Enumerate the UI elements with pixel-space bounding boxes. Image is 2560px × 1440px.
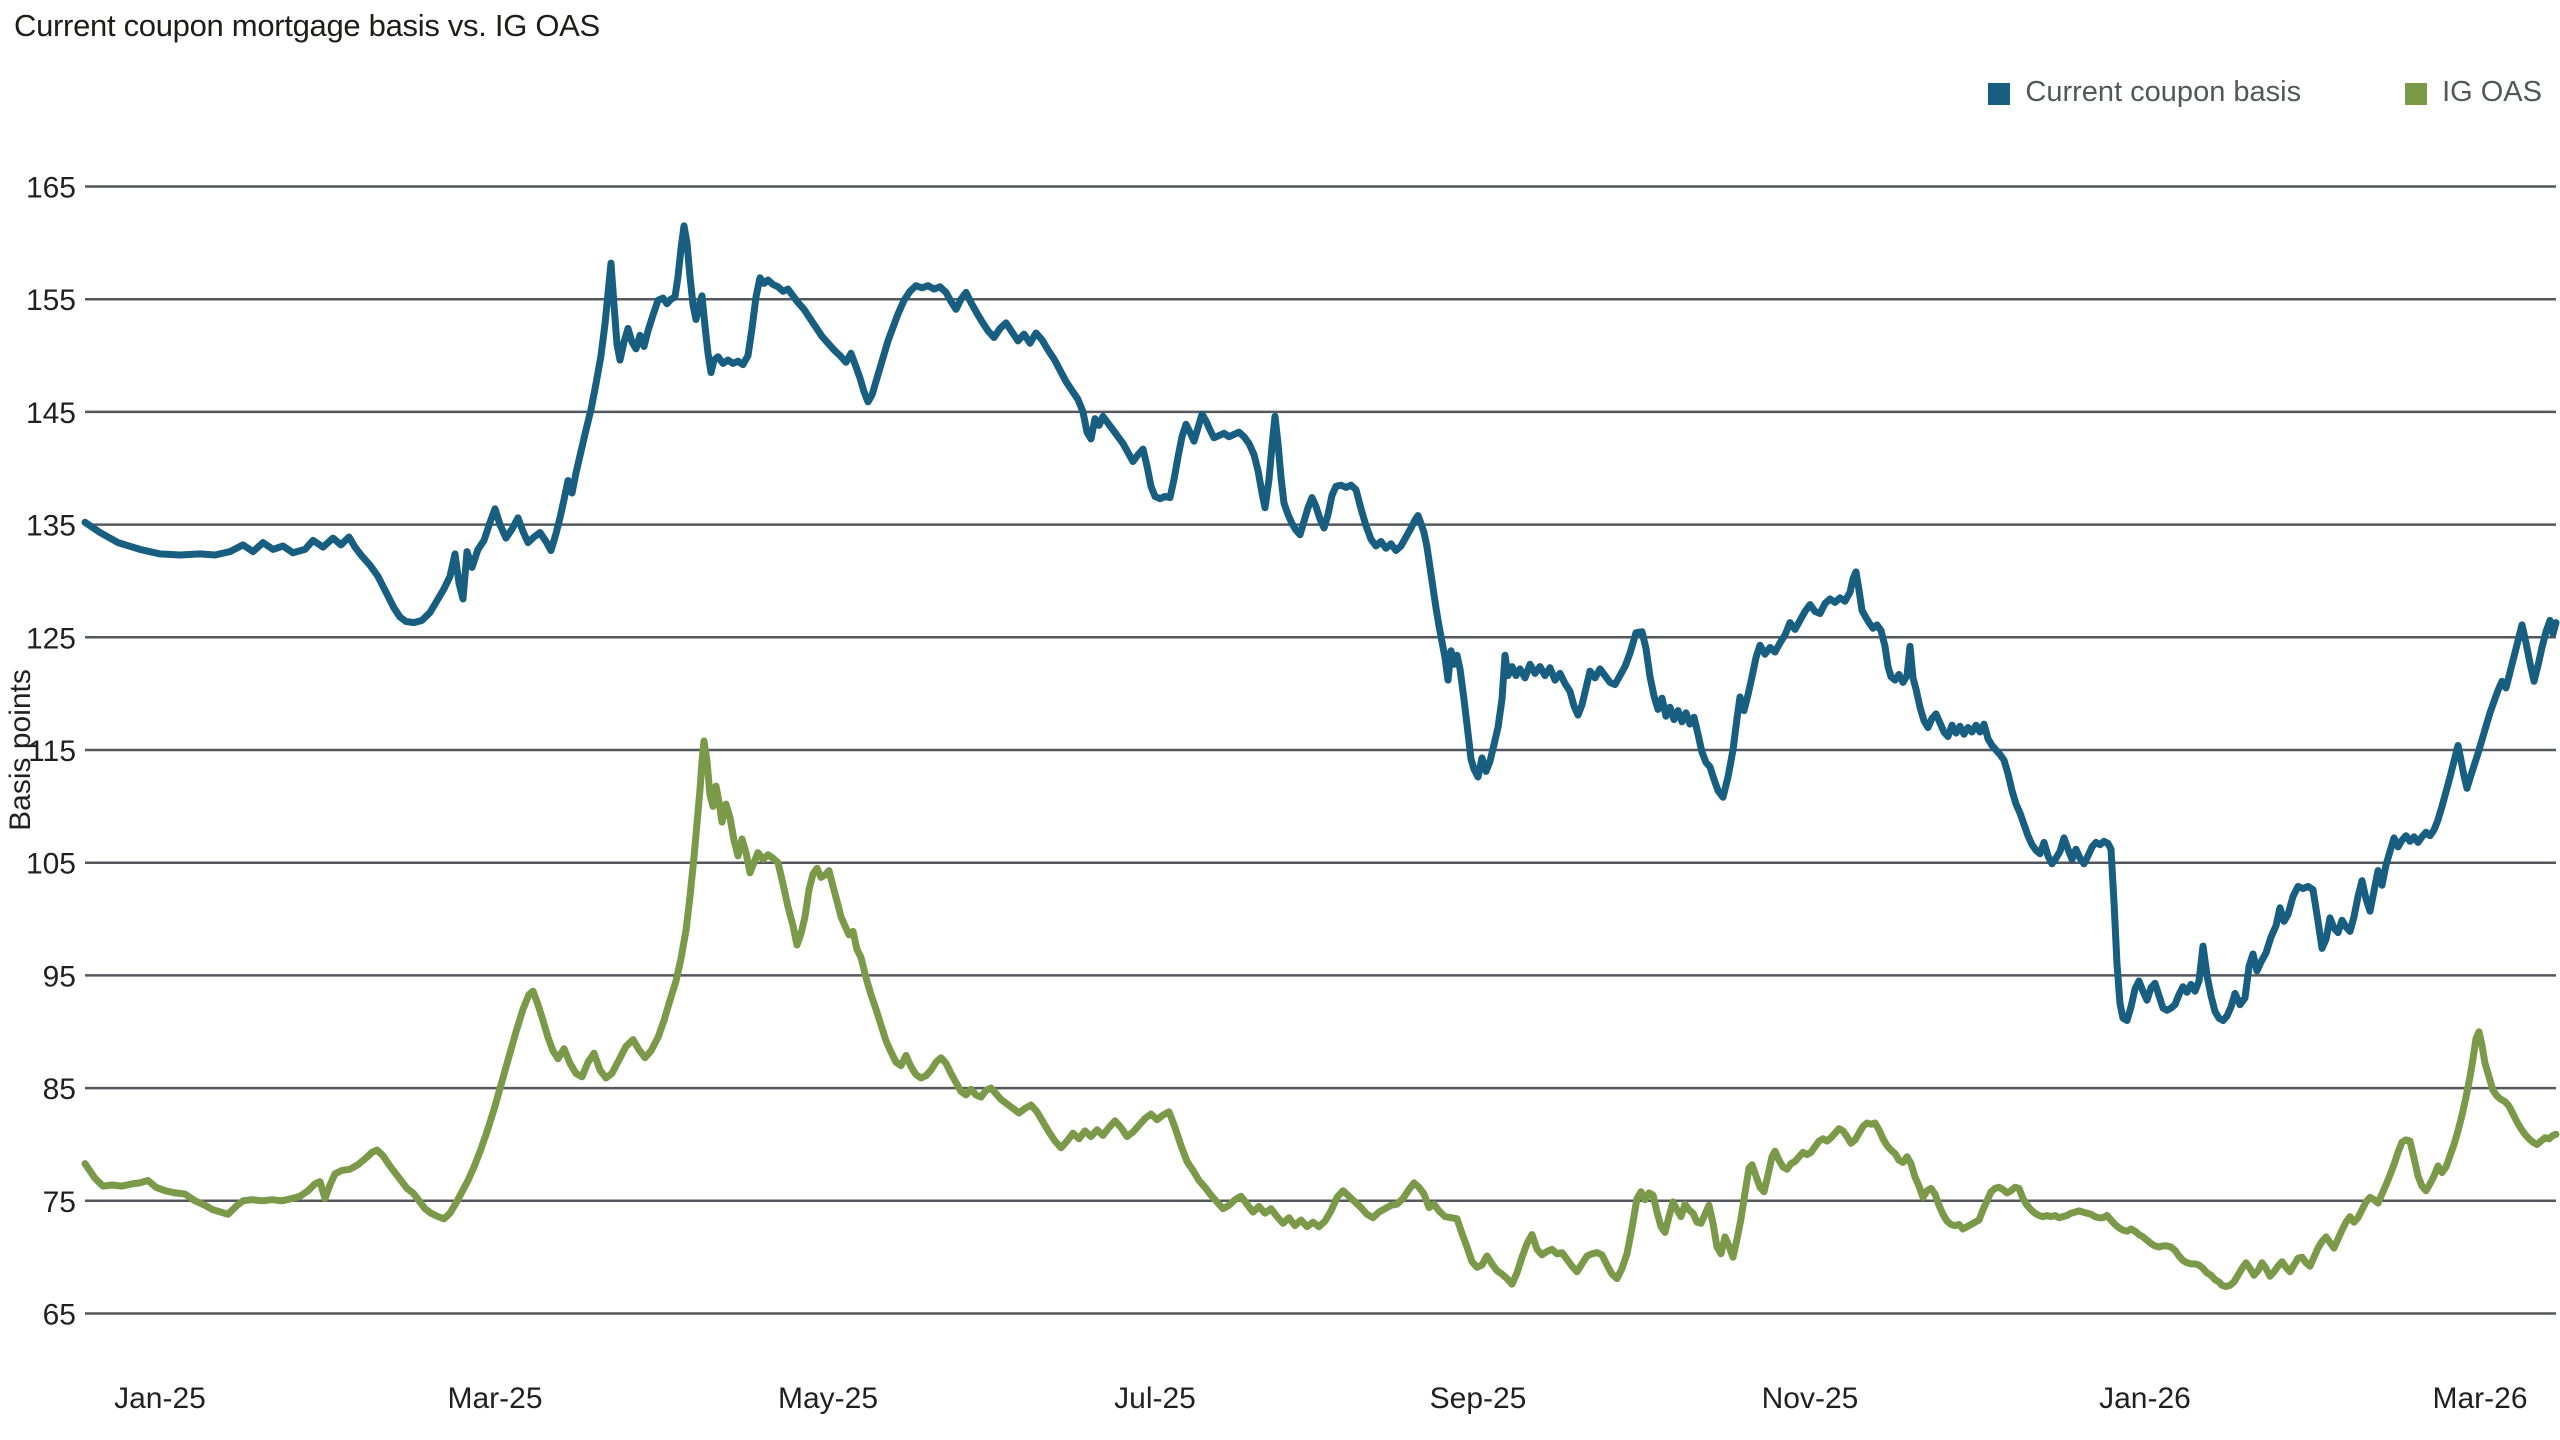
legend-item-ig-oas: IG OAS (2405, 76, 2542, 109)
x-tick-label-Jul-25: Jul-25 (1114, 1382, 1196, 1415)
x-tick-label-Nov-25: Nov-25 (1762, 1382, 1859, 1415)
legend-label-current-coupon-basis: Current coupon basis (2025, 76, 2302, 108)
y-tick-label-85: 85 (43, 1073, 76, 1106)
y-tick-label-115: 115 (28, 735, 76, 768)
y-tick-label-105: 105 (26, 848, 76, 881)
y-tick-label-95: 95 (43, 960, 76, 993)
y-axis-tick-labels: 165 155 145 135 125 115 105 95 85 75 65 (26, 172, 76, 1332)
x-tick-label-Sep-25: Sep-25 (1430, 1382, 1527, 1415)
y-axis-title: Basis points (4, 669, 37, 831)
y-tick-label-165: 165 (26, 172, 76, 205)
series-line-current-coupon-basis (81, 222, 2560, 1024)
x-tick-label-Jan-26: Jan-26 (2099, 1382, 2191, 1415)
chart-legend: Current coupon basis IG OAS (1988, 76, 2542, 109)
x-tick-label-May-25: May-25 (778, 1382, 878, 1415)
x-tick-label-Jan-25: Jan-25 (114, 1382, 206, 1415)
legend-swatch-current-coupon-basis-icon (1988, 82, 2011, 105)
x-axis-tick-labels: Jan-25 Mar-25 May-25 Jul-25 Sep-25 Nov-25 Jan-… (114, 1382, 2527, 1415)
y-tick-label-145: 145 (26, 397, 76, 430)
y-tick-label-75: 75 (43, 1186, 76, 1219)
y-tick-label-155: 155 (26, 284, 76, 317)
gridlines (85, 185, 2556, 1315)
x-tick-label-Mar-25: Mar-25 (447, 1382, 542, 1415)
y-tick-label-65: 65 (43, 1299, 76, 1332)
legend-item-current-coupon-basis: Current coupon basis (1988, 76, 2301, 109)
chart-title: Current coupon mortgage basis vs. IG OAS (14, 8, 600, 43)
x-tick-label-Mar-26: Mar-26 (2432, 1382, 2527, 1415)
legend-label-ig-oas: IG OAS (2442, 76, 2542, 108)
series-line-ig-oas (81, 737, 2560, 1290)
y-tick-label-135: 135 (26, 510, 76, 543)
legend-swatch-ig-oas-icon (2405, 82, 2428, 105)
y-tick-label-125: 125 (26, 622, 76, 655)
